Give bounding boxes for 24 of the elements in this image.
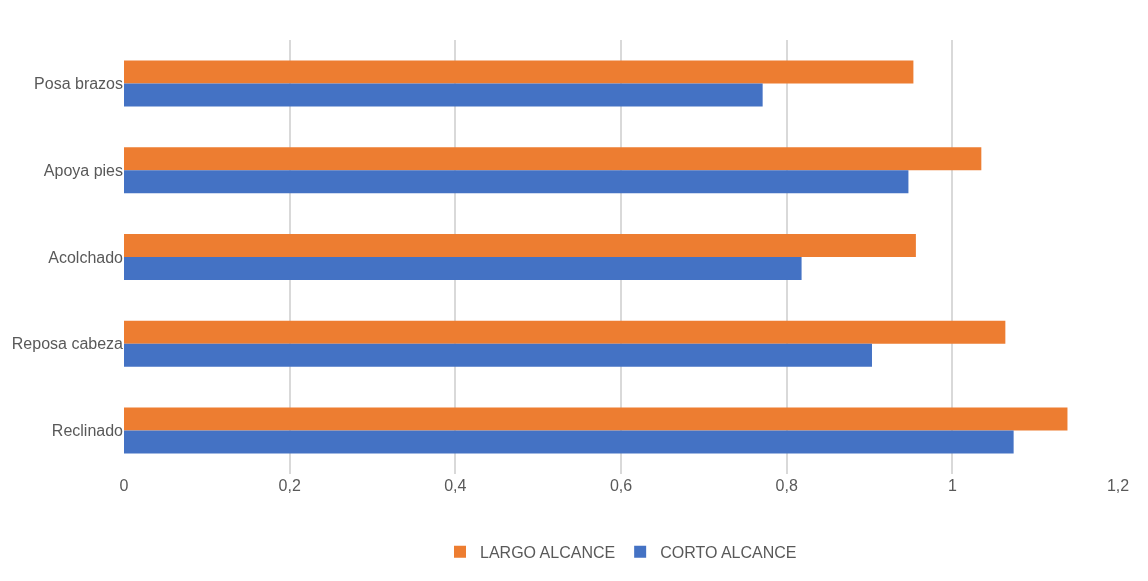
bar bbox=[124, 83, 763, 107]
x-tick-label: 1,2 bbox=[1106, 477, 1130, 494]
x-tick-label: 0,2 bbox=[278, 477, 301, 494]
bar bbox=[124, 430, 1014, 454]
bar bbox=[124, 60, 914, 84]
y-tick-label: Posa brazos bbox=[34, 75, 123, 92]
y-tick-label: Reposa cabeza bbox=[11, 335, 124, 353]
x-tick-label: 1 bbox=[947, 477, 957, 494]
y-tick-label: Apoya pies bbox=[43, 161, 123, 179]
legend-label: CORTO ALCANCE bbox=[660, 543, 797, 561]
bar bbox=[124, 234, 916, 257]
x-tick-label: 0,4 bbox=[444, 477, 467, 494]
legend-label: LARGO ALCANCE bbox=[480, 543, 616, 561]
bar bbox=[124, 407, 1068, 431]
bar bbox=[124, 320, 1006, 344]
x-tick-label: 0 bbox=[119, 477, 129, 494]
bar bbox=[124, 257, 802, 280]
y-tick-label: Acolchado bbox=[48, 248, 124, 266]
x-tick-label: 0,8 bbox=[775, 477, 798, 494]
bar bbox=[124, 343, 872, 367]
bar bbox=[124, 170, 909, 194]
x-tick-label: 0,6 bbox=[609, 477, 633, 494]
y-tick-label: Reclinado bbox=[51, 422, 124, 440]
bar bbox=[124, 147, 982, 171]
